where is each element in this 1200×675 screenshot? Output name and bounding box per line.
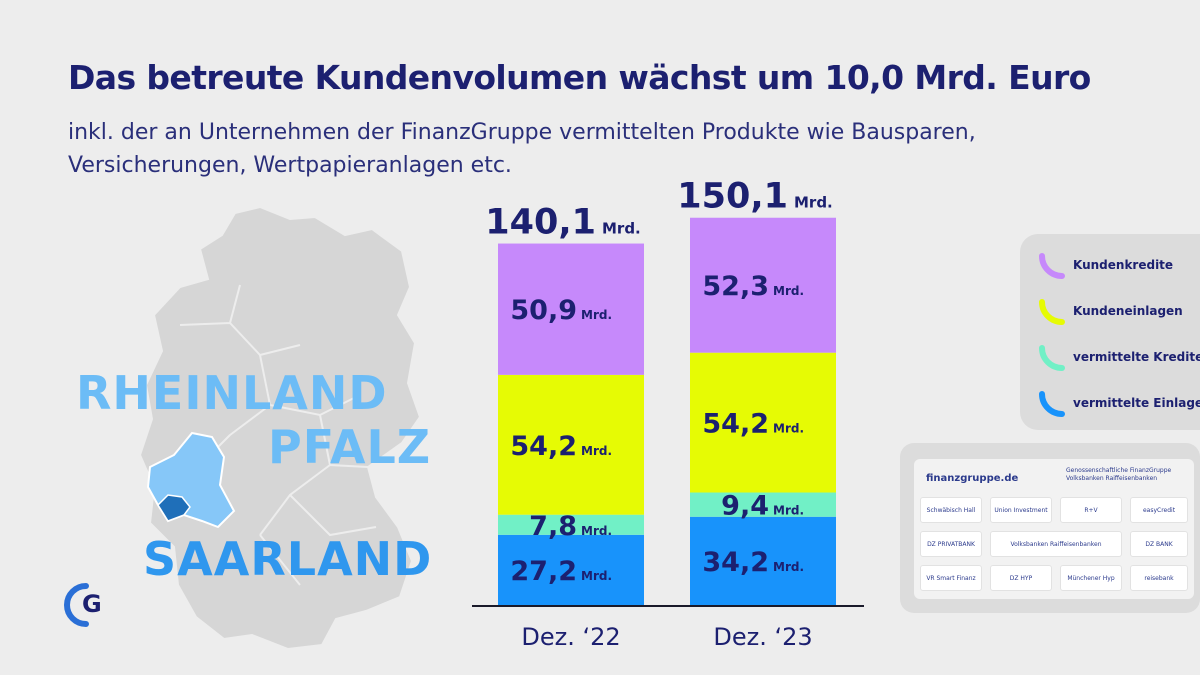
bar-unit-label: Mrd.: [773, 422, 804, 436]
bar-segment-1-2: [690, 352, 836, 493]
legend-swatch-icon: [1039, 345, 1065, 371]
bar-segment-0-0: [498, 534, 644, 605]
region-label-rheinland: RHEINLAND: [76, 366, 388, 420]
legend-item-label: vermittelte Einlagen: [1073, 396, 1200, 410]
page-title: Das betreute Kundenvolumen wächst um 10,…: [68, 58, 1091, 97]
saarland-shape: [157, 494, 191, 522]
legend-swatch-icon: [1039, 391, 1065, 417]
partner-logo: Münchener Hyp: [1060, 565, 1122, 591]
bar-unit-label: Mrd.: [773, 504, 804, 518]
subtitle-line-2: Versicherungen, Wertpapieranlagen etc.: [68, 153, 512, 178]
bar-unit-label: Mrd.: [773, 560, 804, 574]
partner-header: finanzgruppe.de: [926, 473, 1019, 484]
legend-swatch-icon: [1039, 299, 1065, 325]
bar-total-unit: Mrd.: [602, 220, 641, 238]
bar-unit-label: Mrd.: [581, 444, 612, 458]
bar-segment-1-3: [690, 217, 836, 353]
subtitle-line-1: inkl. der an Unternehmen der FinanzGrupp…: [68, 120, 976, 145]
bar-value-label: 52,3: [702, 271, 769, 302]
bar-unit-label: Mrd.: [581, 308, 612, 322]
page-subtitle: inkl. der an Unternehmen der FinanzGrupp…: [68, 116, 1068, 182]
bar-value-label: 54,2: [510, 431, 577, 462]
bar-value-label: 34,2: [702, 547, 769, 578]
bar-segment-1-1: [690, 492, 836, 517]
bar-total-label: 140,1: [485, 203, 596, 243]
bar-unit-label: Mrd.: [773, 284, 804, 298]
bar-value-label: 54,2: [702, 409, 769, 440]
partner-logo: VR Smart Finanz: [920, 565, 982, 591]
legend: Kundenkredite Kundeneinlagen vermittelte K…: [1020, 234, 1200, 430]
svg-text:G: G: [82, 590, 102, 618]
bar-unit-label: Mrd.: [581, 524, 612, 538]
region-label-saarland: SAARLAND: [143, 532, 433, 586]
partner-logo: reisebank: [1130, 565, 1188, 591]
bar-value-label: 9,4: [721, 491, 769, 522]
x-axis-category-label: Dez. ‘22: [521, 623, 620, 651]
bar-value-label: 50,9: [510, 295, 577, 326]
bar-segment-0-3: [498, 243, 644, 375]
legend-item-label: Kundeneinlagen: [1073, 304, 1183, 318]
partner-logo: DZ PRIVATBANK: [920, 531, 982, 557]
finanzgruppe-g-logo: G: [64, 583, 102, 627]
bar-total-unit: Mrd.: [794, 194, 833, 212]
partner-logos-panel: finanzgruppe.de Genossenschaftliche Fina…: [900, 443, 1200, 613]
region-label-pfalz: PFALZ: [268, 420, 432, 474]
partner-logo: Schwäbisch Hall: [920, 497, 982, 523]
legend-item-label: Kundenkredite: [1073, 258, 1174, 272]
partner-logos-card: finanzgruppe.de Genossenschaftliche Fina…: [914, 459, 1194, 599]
germany-outline: [140, 205, 422, 651]
legend-swatch-icon: [1039, 253, 1065, 279]
partner-logo: DZ HYP: [990, 565, 1052, 591]
partner-logo: DZ BANK: [1130, 531, 1188, 557]
germany-map: [140, 205, 422, 651]
bar-value-label: 27,2: [510, 556, 577, 587]
bar-segment-0-1: [498, 514, 644, 535]
stacked-bar-chart: 27,2 Mrd. 7,8 Mrd. 54,2 Mrd. 50,9 Mrd. 140,1 Mrd.…: [472, 177, 864, 651]
partner-logo: Volksbanken Raiffeisenbanken: [990, 531, 1122, 557]
partner-logo: Union Investment: [990, 497, 1052, 523]
bar-segment-1-0: [690, 516, 836, 605]
bar-segment-0-2: [498, 374, 644, 515]
partner-logo: R+V: [1060, 497, 1122, 523]
legend-item-label: vermittelte Kredite: [1073, 350, 1200, 364]
partner-logo: easyCredit: [1130, 497, 1188, 523]
bar-total-label: 150,1: [677, 177, 788, 217]
partner-header-right: Genossenschaftliche FinanzGruppe Volksba…: [1066, 467, 1172, 482]
x-axis-category-label: Dez. ‘23: [713, 623, 812, 651]
bar-value-label: 7,8: [529, 511, 577, 542]
bar-unit-label: Mrd.: [581, 569, 612, 583]
